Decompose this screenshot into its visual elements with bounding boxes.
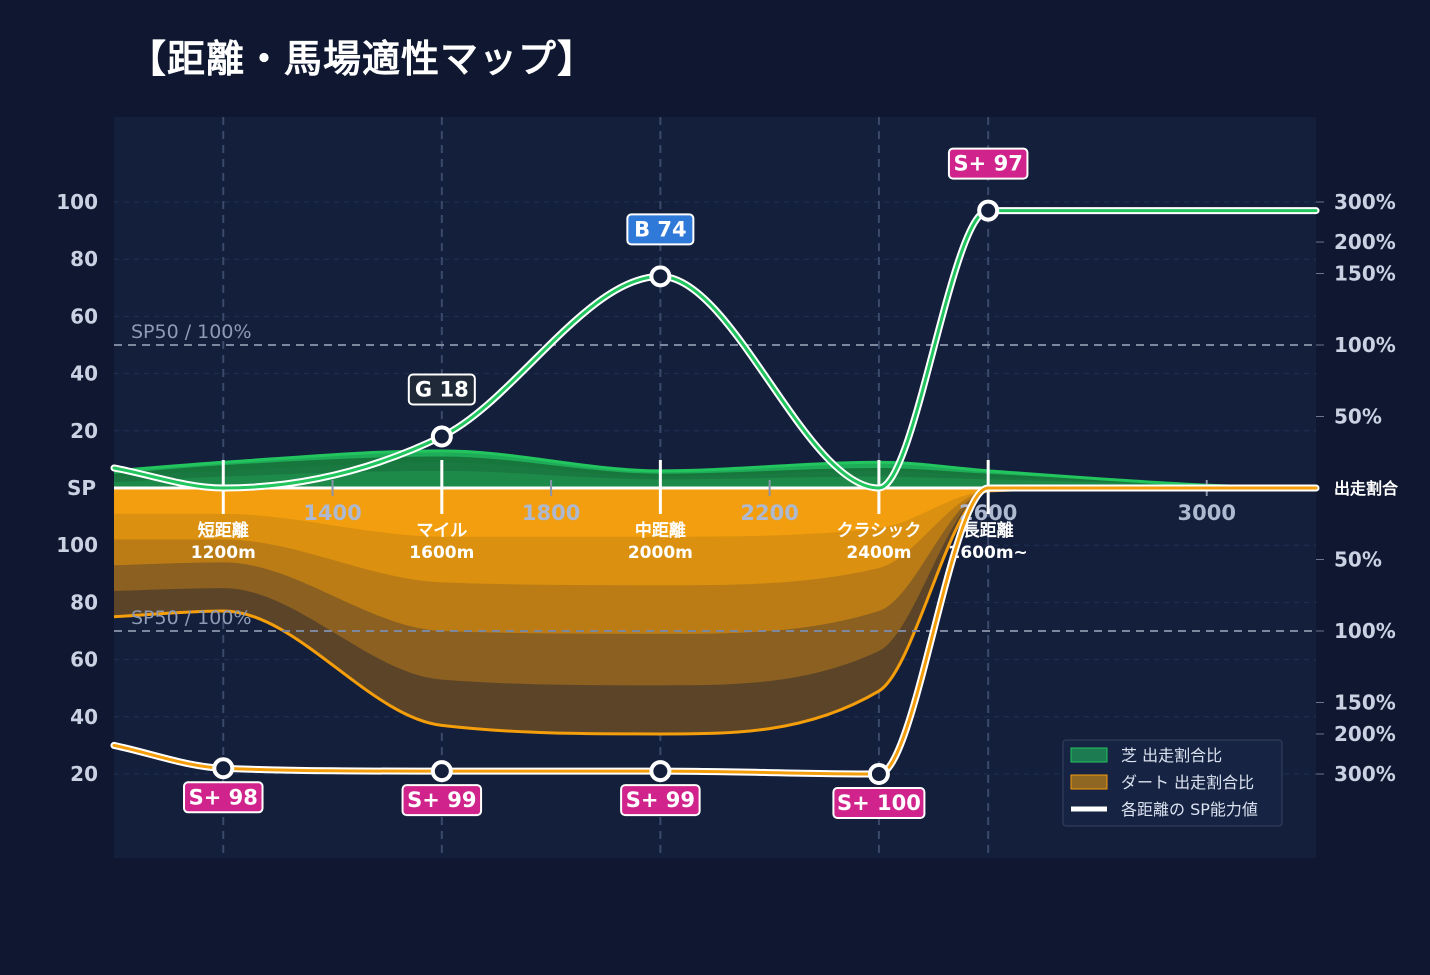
legend-swatch [1070,774,1108,790]
x-tick-label: 2200 [740,501,798,525]
legend-label: 芝 出走割合比 [1121,746,1222,765]
category-name: マイル [416,521,467,541]
sp-marker [977,199,1000,222]
grade-badge [183,781,264,814]
sp-marker [430,760,453,783]
grade-badge-label: S+ 99 [407,788,476,812]
category-distance: 2600m~ [949,543,1028,563]
grade-badge [401,784,483,817]
sp-axis-label: 80 [70,247,98,271]
sp-axis-label: 20 [70,419,98,443]
legend [1062,739,1283,827]
sp-axis-label: 100 [56,190,98,214]
grade-badge [626,213,695,246]
legend-swatch [1070,747,1108,763]
ratio-axis-label: 100% [1334,333,1396,357]
category-name: クラシック [837,521,922,541]
category-distance: 1200m [191,543,256,563]
sp-marker [212,757,235,780]
category-distance: 1600m [409,543,474,563]
sp-axis-center-label: SP [67,476,96,500]
sp-marker [867,763,890,785]
sp-axis-label: 40 [70,705,98,729]
grade-badge [407,373,476,406]
turf-area-layer [114,470,1316,488]
category-name: 長距離 [963,520,1014,541]
sp-axis-label: 100 [56,533,98,557]
turf-sp-line [112,209,1318,490]
grade-badge-label: B 74 [634,217,687,241]
ratio-axis-label: 300% [1334,762,1396,786]
category-distance: 2400m [846,543,911,563]
reference-line-label: SP50 / 100% [131,607,252,629]
ratio-axis-label: 150% [1334,262,1396,286]
dirt-area-core [114,488,1316,537]
sp-axis-label: 60 [70,648,98,672]
grade-badge-label: S+ 99 [626,788,695,812]
ratio-axis-label: 300% [1334,190,1396,214]
grade-badge-label: S+ 100 [837,791,921,815]
dirt-sp-line [112,486,1318,776]
page-title: 【距離・馬場適性マップ】 [128,37,597,81]
category-name: 短距離 [198,520,249,541]
sp-marker [430,425,453,448]
grade-badge [947,147,1029,180]
sp-axis-label: 80 [70,590,98,614]
ratio-axis-label: 200% [1334,722,1396,746]
category-distance: 2000m [628,543,693,563]
legend-label: ダート 出走割合比 [1121,773,1254,792]
grade-badge [832,787,926,819]
grade-badge-label: S+ 97 [954,152,1023,176]
reference-line-label: SP50 / 100% [131,321,252,343]
x-tick-label: 1400 [303,501,361,525]
ratio-axis-label: 50% [1334,548,1382,572]
sp-axis-label: 20 [70,762,98,786]
turf-area-outline [113,449,1317,490]
ratio-axis-center-label: 出走割合 [1334,479,1399,498]
x-tick-label: 3000 [1178,501,1236,525]
grade-badge [620,784,701,817]
ratio-axis-label: 200% [1334,230,1396,254]
x-tick-label: 1800 [522,501,580,525]
grade-badge-label: G 18 [415,378,469,402]
category-name: 中距離 [635,520,686,541]
grade-badge-label: S+ 98 [189,785,258,809]
sp-axis-label: 60 [70,304,98,328]
ratio-axis-label: 150% [1334,691,1396,715]
ratio-axis-label: 50% [1334,405,1382,429]
sp-marker [649,265,672,288]
legend-label: 各距離の SP能力値 [1121,800,1258,819]
sp-axis-label: 40 [70,362,98,386]
sp-marker [649,760,672,783]
ratio-axis-label: 100% [1334,619,1396,643]
